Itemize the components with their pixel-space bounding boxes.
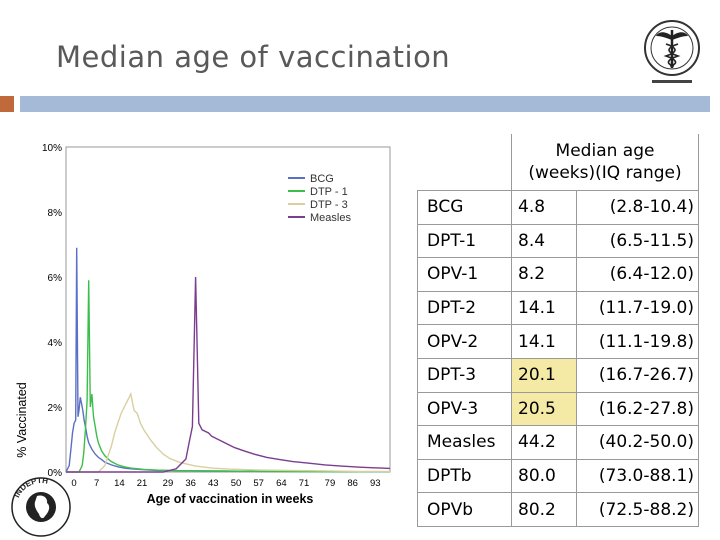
median-cell: 14.1 [511, 324, 577, 359]
iqr-cell: (11.1-19.8) [576, 324, 699, 359]
iqr-cell: (16.2-27.8) [576, 391, 699, 427]
emblem-caption-line [652, 80, 692, 83]
iqr-cell: (6.4-12.0) [576, 257, 699, 292]
iqr-cell: (6.5-11.5) [576, 223, 699, 259]
vaccine-cell: OPV-2 [417, 324, 512, 359]
x-tick-label: 14 [114, 478, 125, 489]
emblem-inner-ring [650, 26, 694, 70]
vaccine-cell: OPVb [417, 492, 512, 527]
x-tick-label: 57 [253, 478, 264, 489]
y-tick-label: 6% [48, 273, 63, 284]
y-tick-label: 0% [48, 468, 63, 479]
indepth-outer-circle [11, 477, 71, 537]
vaccine-cell: DPT-1 [417, 223, 512, 259]
table-row: OPV-3 20.5 (16.2-27.8) [417, 391, 699, 427]
x-tick-label: 7 [94, 478, 99, 489]
median-cell: 80.2 [511, 492, 577, 527]
vaccine-cell: DPT-3 [417, 357, 512, 393]
table-row: DPT-3 20.1 (16.7-26.7) [417, 357, 699, 393]
x-tick-label: 0 [71, 478, 76, 489]
vaccine-cell: DPTb [417, 458, 512, 494]
median-cell: 8.4 [511, 223, 577, 259]
emblem-logo [644, 20, 700, 83]
y-tick-label: 8% [48, 208, 63, 219]
vaccine-cell: Measles [417, 425, 512, 460]
iqr-cell: (2.8-10.4) [576, 190, 699, 225]
vaccine-cell: OPV-3 [417, 391, 512, 427]
table-header-row: Median age (weeks)(IQ range) [417, 134, 699, 191]
vaccine-cell: DPT-2 [417, 290, 512, 326]
y-tick-label: 2% [48, 403, 63, 414]
x-tick-label: 93 [370, 478, 381, 489]
caduceus-snakes-icon [663, 43, 681, 67]
accent-bar-small [0, 96, 14, 112]
iqr-cell: (16.7-26.7) [576, 357, 699, 393]
median-age-table: Median age (weeks)(IQ range) BCG 4.8 (2.8-… [417, 134, 699, 527]
x-axis-label: Age of vaccination in weeks [147, 492, 314, 506]
table-header-line-2: (weeks)(IQ range) [528, 163, 682, 183]
y-axis-label: % Vaccinated [15, 382, 29, 458]
accent-bar [20, 96, 710, 112]
median-cell: 14.1 [511, 290, 577, 326]
x-tick-label: 29 [163, 478, 174, 489]
vaccination-line-chart: % Vaccinated 0% 2% 4% 6% 8% 10% 0 7 14 21 29 36 43 50… [15, 143, 391, 506]
table-header-cell: Median age (weeks)(IQ range) [511, 134, 699, 191]
emblem-ring [644, 20, 700, 76]
median-cell: 44.2 [511, 425, 577, 460]
indepth-logo: INDEPTH [11, 476, 71, 537]
table-row: DPTb 80.0 (73.0-88.1) [417, 458, 699, 494]
table-row: OPV-1 8.2 (6.4-12.0) [417, 257, 699, 292]
page-title: Median age of vaccination [56, 40, 451, 74]
table-row: DPT-1 8.4 (6.5-11.5) [417, 223, 699, 259]
median-cell: 80.0 [511, 458, 577, 494]
x-tick-label: 64 [276, 478, 287, 489]
africa-shape-icon [34, 495, 50, 519]
table-header-line-1: Median age [555, 141, 655, 161]
series-line-1 [66, 280, 390, 473]
x-tick-label: 86 [347, 478, 358, 489]
median-cell: 20.1 [511, 357, 577, 393]
x-tick-label: 43 [208, 478, 219, 489]
series-line-3 [66, 276, 391, 473]
table-row: Measles 44.2 (40.2-50.0) [417, 425, 699, 460]
table-header-blank [417, 134, 512, 191]
vaccine-cell: BCG [417, 190, 512, 225]
series-line-2 [66, 391, 390, 473]
iqr-cell: (40.2-50.0) [576, 425, 699, 460]
caduceus-wings-icon [656, 32, 688, 40]
table-row: BCG 4.8 (2.8-10.4) [417, 190, 699, 225]
table-row: DPT-2 14.1 (11.7-19.0) [417, 290, 699, 326]
x-tick-label: 50 [231, 478, 242, 489]
median-cell: 20.5 [511, 391, 577, 427]
x-tick-label: 79 [325, 478, 336, 489]
legend-label: Measles [310, 212, 351, 224]
median-cell: 4.8 [511, 190, 577, 225]
x-tick-label: 71 [299, 478, 310, 489]
iqr-cell: (73.0-88.1) [576, 458, 699, 494]
x-tick-label: 36 [185, 478, 196, 489]
legend-label: DTP - 3 [310, 199, 348, 211]
legend-label: DTP - 1 [310, 186, 348, 198]
x-tick-label: 21 [137, 478, 148, 489]
vaccine-cell: OPV-1 [417, 257, 512, 292]
table-row: OPV-2 14.1 (11.1-19.8) [417, 324, 699, 359]
table-row: OPVb 80.2 (72.5-88.2) [417, 492, 699, 527]
iqr-cell: (72.5-88.2) [576, 492, 699, 527]
legend-label: BCG [310, 173, 334, 185]
median-cell: 8.2 [511, 257, 577, 292]
iqr-cell: (11.7-19.0) [576, 290, 699, 326]
y-tick-label: 10% [42, 143, 62, 154]
y-tick-label: 4% [48, 338, 63, 349]
